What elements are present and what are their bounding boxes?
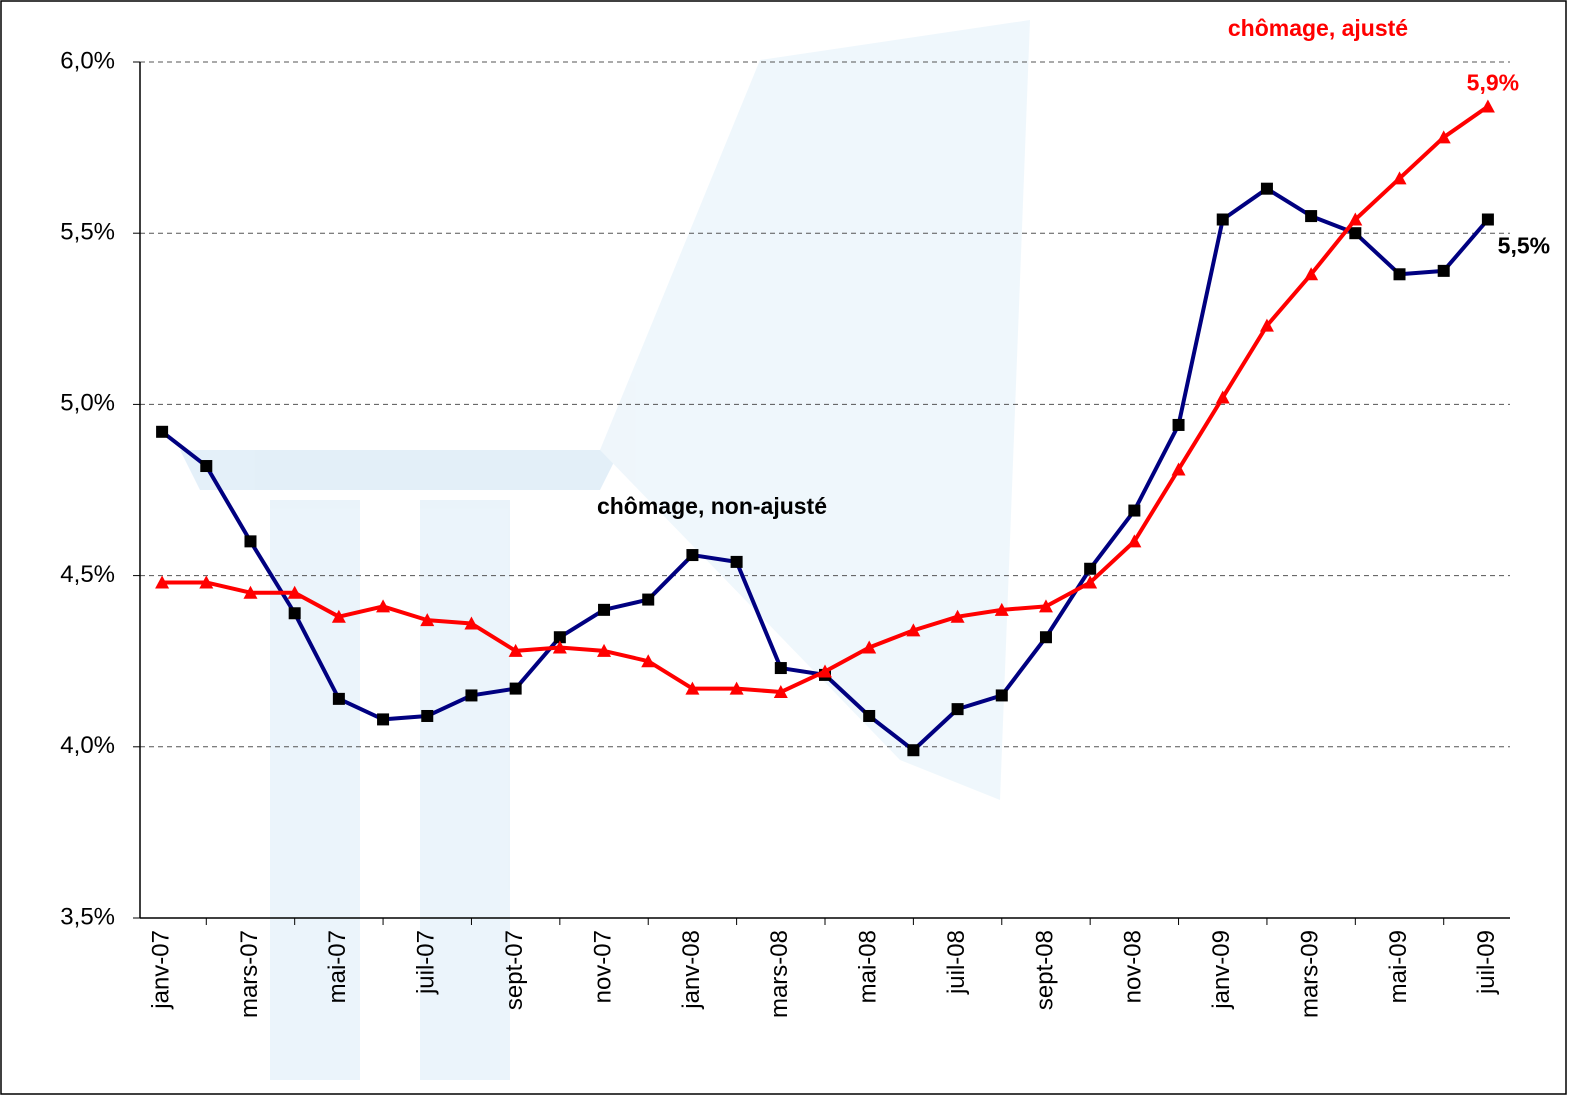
marker xyxy=(1436,130,1451,144)
marker xyxy=(553,631,566,644)
marker xyxy=(863,709,876,722)
marker xyxy=(155,575,170,589)
marker xyxy=(862,640,877,654)
y-tick-label: 4,0% xyxy=(60,732,115,759)
marker xyxy=(376,599,391,613)
marker xyxy=(464,616,479,630)
marker xyxy=(552,640,567,654)
marker xyxy=(156,425,169,438)
x-tick-label: juil-09 xyxy=(1473,930,1500,995)
y-tick-label: 5,0% xyxy=(60,390,115,417)
x-tick-label: juil-07 xyxy=(413,930,440,995)
marker xyxy=(1260,182,1273,195)
x-tick-label: janv-07 xyxy=(147,930,174,1010)
marker xyxy=(686,549,699,562)
x-tick-label: janv-08 xyxy=(678,930,705,1010)
marker xyxy=(730,555,743,568)
marker xyxy=(199,575,214,589)
marker xyxy=(642,593,655,606)
x-tick-label: mai-07 xyxy=(324,930,351,1003)
marker xyxy=(774,662,787,675)
marker xyxy=(1305,210,1318,223)
marker xyxy=(1480,99,1495,113)
marker xyxy=(1215,390,1230,404)
y-tick-label: 6,0% xyxy=(60,47,115,74)
marker xyxy=(1171,462,1186,476)
marker xyxy=(1259,318,1274,332)
marker xyxy=(1437,264,1450,277)
y-tick-label: 4,5% xyxy=(60,561,115,588)
marker xyxy=(1481,213,1494,226)
x-tick-label: nov-08 xyxy=(1120,930,1147,1003)
value-label: 5,5% xyxy=(1498,233,1550,259)
marker xyxy=(421,709,434,722)
y-tick-label: 5,5% xyxy=(60,219,115,246)
marker xyxy=(685,681,700,695)
marker xyxy=(641,654,656,668)
marker xyxy=(1128,504,1141,517)
marker xyxy=(1392,171,1407,185)
value-label: 5,9% xyxy=(1467,70,1519,96)
marker xyxy=(1127,534,1142,548)
x-tick-label: sept-07 xyxy=(501,930,528,1010)
marker xyxy=(1172,418,1185,431)
marker xyxy=(1083,575,1098,589)
marker xyxy=(906,623,921,637)
marker xyxy=(200,460,213,473)
marker xyxy=(1393,268,1406,281)
marker xyxy=(1304,267,1319,281)
marker xyxy=(818,664,832,678)
marker xyxy=(994,602,1009,616)
x-tick-label: mai-08 xyxy=(855,930,882,1003)
x-tick-label: sept-08 xyxy=(1031,930,1058,1010)
marker xyxy=(995,689,1008,702)
marker xyxy=(773,685,788,699)
marker xyxy=(907,744,920,757)
marker xyxy=(420,613,435,627)
watermark xyxy=(180,20,1030,1080)
x-tick-label: mars-08 xyxy=(766,930,793,1018)
marker xyxy=(598,603,611,616)
marker xyxy=(287,585,302,599)
marker xyxy=(729,681,744,695)
x-tick-label: janv-09 xyxy=(1208,930,1235,1010)
marker xyxy=(1039,631,1052,644)
x-tick-label: mars-07 xyxy=(236,930,263,1018)
marker xyxy=(597,643,612,657)
x-tick-label: juil-08 xyxy=(943,930,970,995)
marker xyxy=(332,692,345,705)
series-label: chômage, ajusté xyxy=(1228,15,1408,41)
marker xyxy=(1038,599,1053,613)
x-tick-label: mars-09 xyxy=(1296,930,1323,1018)
x-tick-label: mai-09 xyxy=(1385,930,1412,1003)
marker xyxy=(244,535,257,548)
marker xyxy=(508,643,523,657)
marker xyxy=(243,585,258,599)
marker xyxy=(1349,227,1362,240)
marker xyxy=(1348,212,1363,226)
marker xyxy=(465,689,478,702)
marker xyxy=(331,609,346,623)
marker xyxy=(1216,213,1229,226)
marker xyxy=(288,607,301,620)
marker xyxy=(1084,562,1097,575)
x-tick-label: nov-07 xyxy=(589,930,616,1003)
marker xyxy=(509,682,522,695)
marker xyxy=(377,713,390,726)
marker xyxy=(951,703,964,716)
marker xyxy=(950,609,965,623)
series-label: chômage, non-ajusté xyxy=(597,493,827,519)
y-tick-label: 3,5% xyxy=(60,903,115,930)
